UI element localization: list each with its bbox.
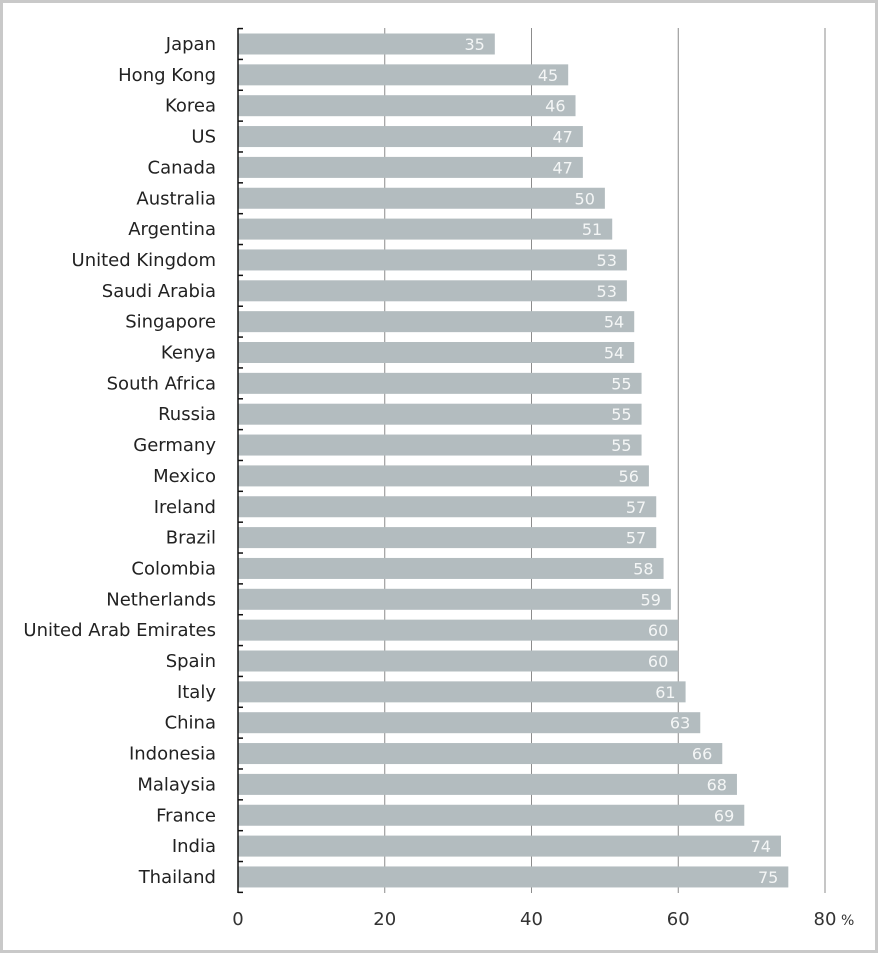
category-label: India bbox=[172, 836, 216, 857]
data-label: 50 bbox=[575, 189, 595, 208]
data-label: 61 bbox=[655, 683, 675, 702]
category-label: Hong Kong bbox=[118, 65, 216, 86]
category-label: Canada bbox=[148, 157, 217, 178]
bar bbox=[238, 619, 679, 641]
data-label: 54 bbox=[604, 344, 624, 363]
bar bbox=[238, 403, 642, 425]
category-label: Australia bbox=[136, 188, 216, 209]
category-label: Italy bbox=[177, 682, 216, 703]
data-label: 74 bbox=[751, 837, 771, 856]
category-label: Indonesia bbox=[129, 744, 216, 765]
bar bbox=[238, 557, 664, 579]
bar bbox=[238, 156, 583, 178]
data-label: 53 bbox=[597, 282, 617, 301]
category-label: South Africa bbox=[107, 373, 216, 394]
data-label: 57 bbox=[626, 529, 646, 548]
category-label: Russia bbox=[158, 404, 216, 425]
data-label: 66 bbox=[692, 745, 712, 764]
bar bbox=[238, 712, 701, 734]
data-label: 68 bbox=[707, 775, 727, 794]
data-label: 75 bbox=[758, 868, 778, 887]
category-label: Singapore bbox=[125, 312, 216, 333]
category-label: Argentina bbox=[128, 219, 216, 240]
bar bbox=[238, 249, 627, 271]
category-label: Japan bbox=[165, 34, 216, 55]
x-tick-label: 40 bbox=[520, 909, 543, 930]
bar bbox=[238, 311, 635, 333]
bar bbox=[238, 743, 723, 765]
category-label: Malaysia bbox=[137, 774, 216, 795]
data-label: 54 bbox=[604, 313, 624, 332]
category-label: Saudi Arabia bbox=[102, 281, 216, 302]
x-tick-label: 60 bbox=[667, 909, 690, 930]
x-tick-label: 80 bbox=[814, 909, 837, 930]
bar bbox=[238, 650, 679, 672]
data-label: 60 bbox=[648, 652, 668, 671]
bar bbox=[238, 681, 686, 703]
category-label: Mexico bbox=[153, 466, 216, 487]
category-label: France bbox=[156, 805, 216, 826]
data-label: 45 bbox=[538, 66, 558, 85]
bar bbox=[238, 804, 745, 826]
data-label: 59 bbox=[641, 590, 661, 609]
data-label: 57 bbox=[626, 498, 646, 517]
bar bbox=[238, 773, 737, 795]
category-label: Kenya bbox=[161, 343, 216, 364]
bar bbox=[238, 588, 671, 610]
bar bbox=[238, 866, 789, 888]
data-label: 55 bbox=[611, 436, 631, 455]
bar bbox=[238, 372, 642, 394]
x-tick-label: 0 bbox=[232, 909, 243, 930]
category-label: China bbox=[165, 713, 216, 734]
category-label: Thailand bbox=[138, 867, 216, 888]
data-label: 55 bbox=[611, 405, 631, 424]
data-label: 69 bbox=[714, 806, 734, 825]
bar bbox=[238, 342, 635, 363]
category-label: Netherlands bbox=[106, 589, 216, 610]
bar bbox=[238, 126, 583, 148]
bar bbox=[238, 33, 495, 55]
category-label: Spain bbox=[166, 651, 216, 672]
category-label: Germany bbox=[133, 435, 216, 456]
bar bbox=[238, 835, 781, 857]
x-unit-label: % bbox=[841, 913, 854, 929]
bar bbox=[238, 496, 657, 518]
category-label: Korea bbox=[165, 96, 216, 117]
data-label: 47 bbox=[553, 158, 573, 177]
category-label: United Kingdom bbox=[72, 250, 216, 271]
bar bbox=[238, 434, 642, 456]
bar bbox=[238, 465, 649, 487]
category-label: United Arab Emirates bbox=[23, 620, 216, 641]
data-label: 35 bbox=[464, 35, 484, 54]
bar bbox=[238, 187, 605, 209]
bar bbox=[238, 218, 613, 240]
category-label: Colombia bbox=[131, 558, 216, 579]
x-tick-label: 20 bbox=[373, 909, 396, 930]
data-label: 56 bbox=[619, 467, 639, 486]
data-label: 46 bbox=[545, 97, 565, 116]
data-label: 51 bbox=[582, 220, 602, 239]
data-label: 58 bbox=[633, 559, 653, 578]
category-label: Ireland bbox=[154, 497, 216, 518]
category-label: Brazil bbox=[166, 528, 216, 549]
data-label: 53 bbox=[597, 251, 617, 270]
category-label: US bbox=[191, 127, 216, 148]
data-label: 55 bbox=[611, 374, 631, 393]
bar bbox=[238, 280, 627, 302]
bar bbox=[238, 527, 657, 549]
data-label: 47 bbox=[553, 128, 573, 147]
bar bbox=[238, 95, 576, 117]
data-label: 60 bbox=[648, 621, 668, 640]
bar bbox=[238, 64, 569, 86]
data-label: 63 bbox=[670, 714, 690, 733]
